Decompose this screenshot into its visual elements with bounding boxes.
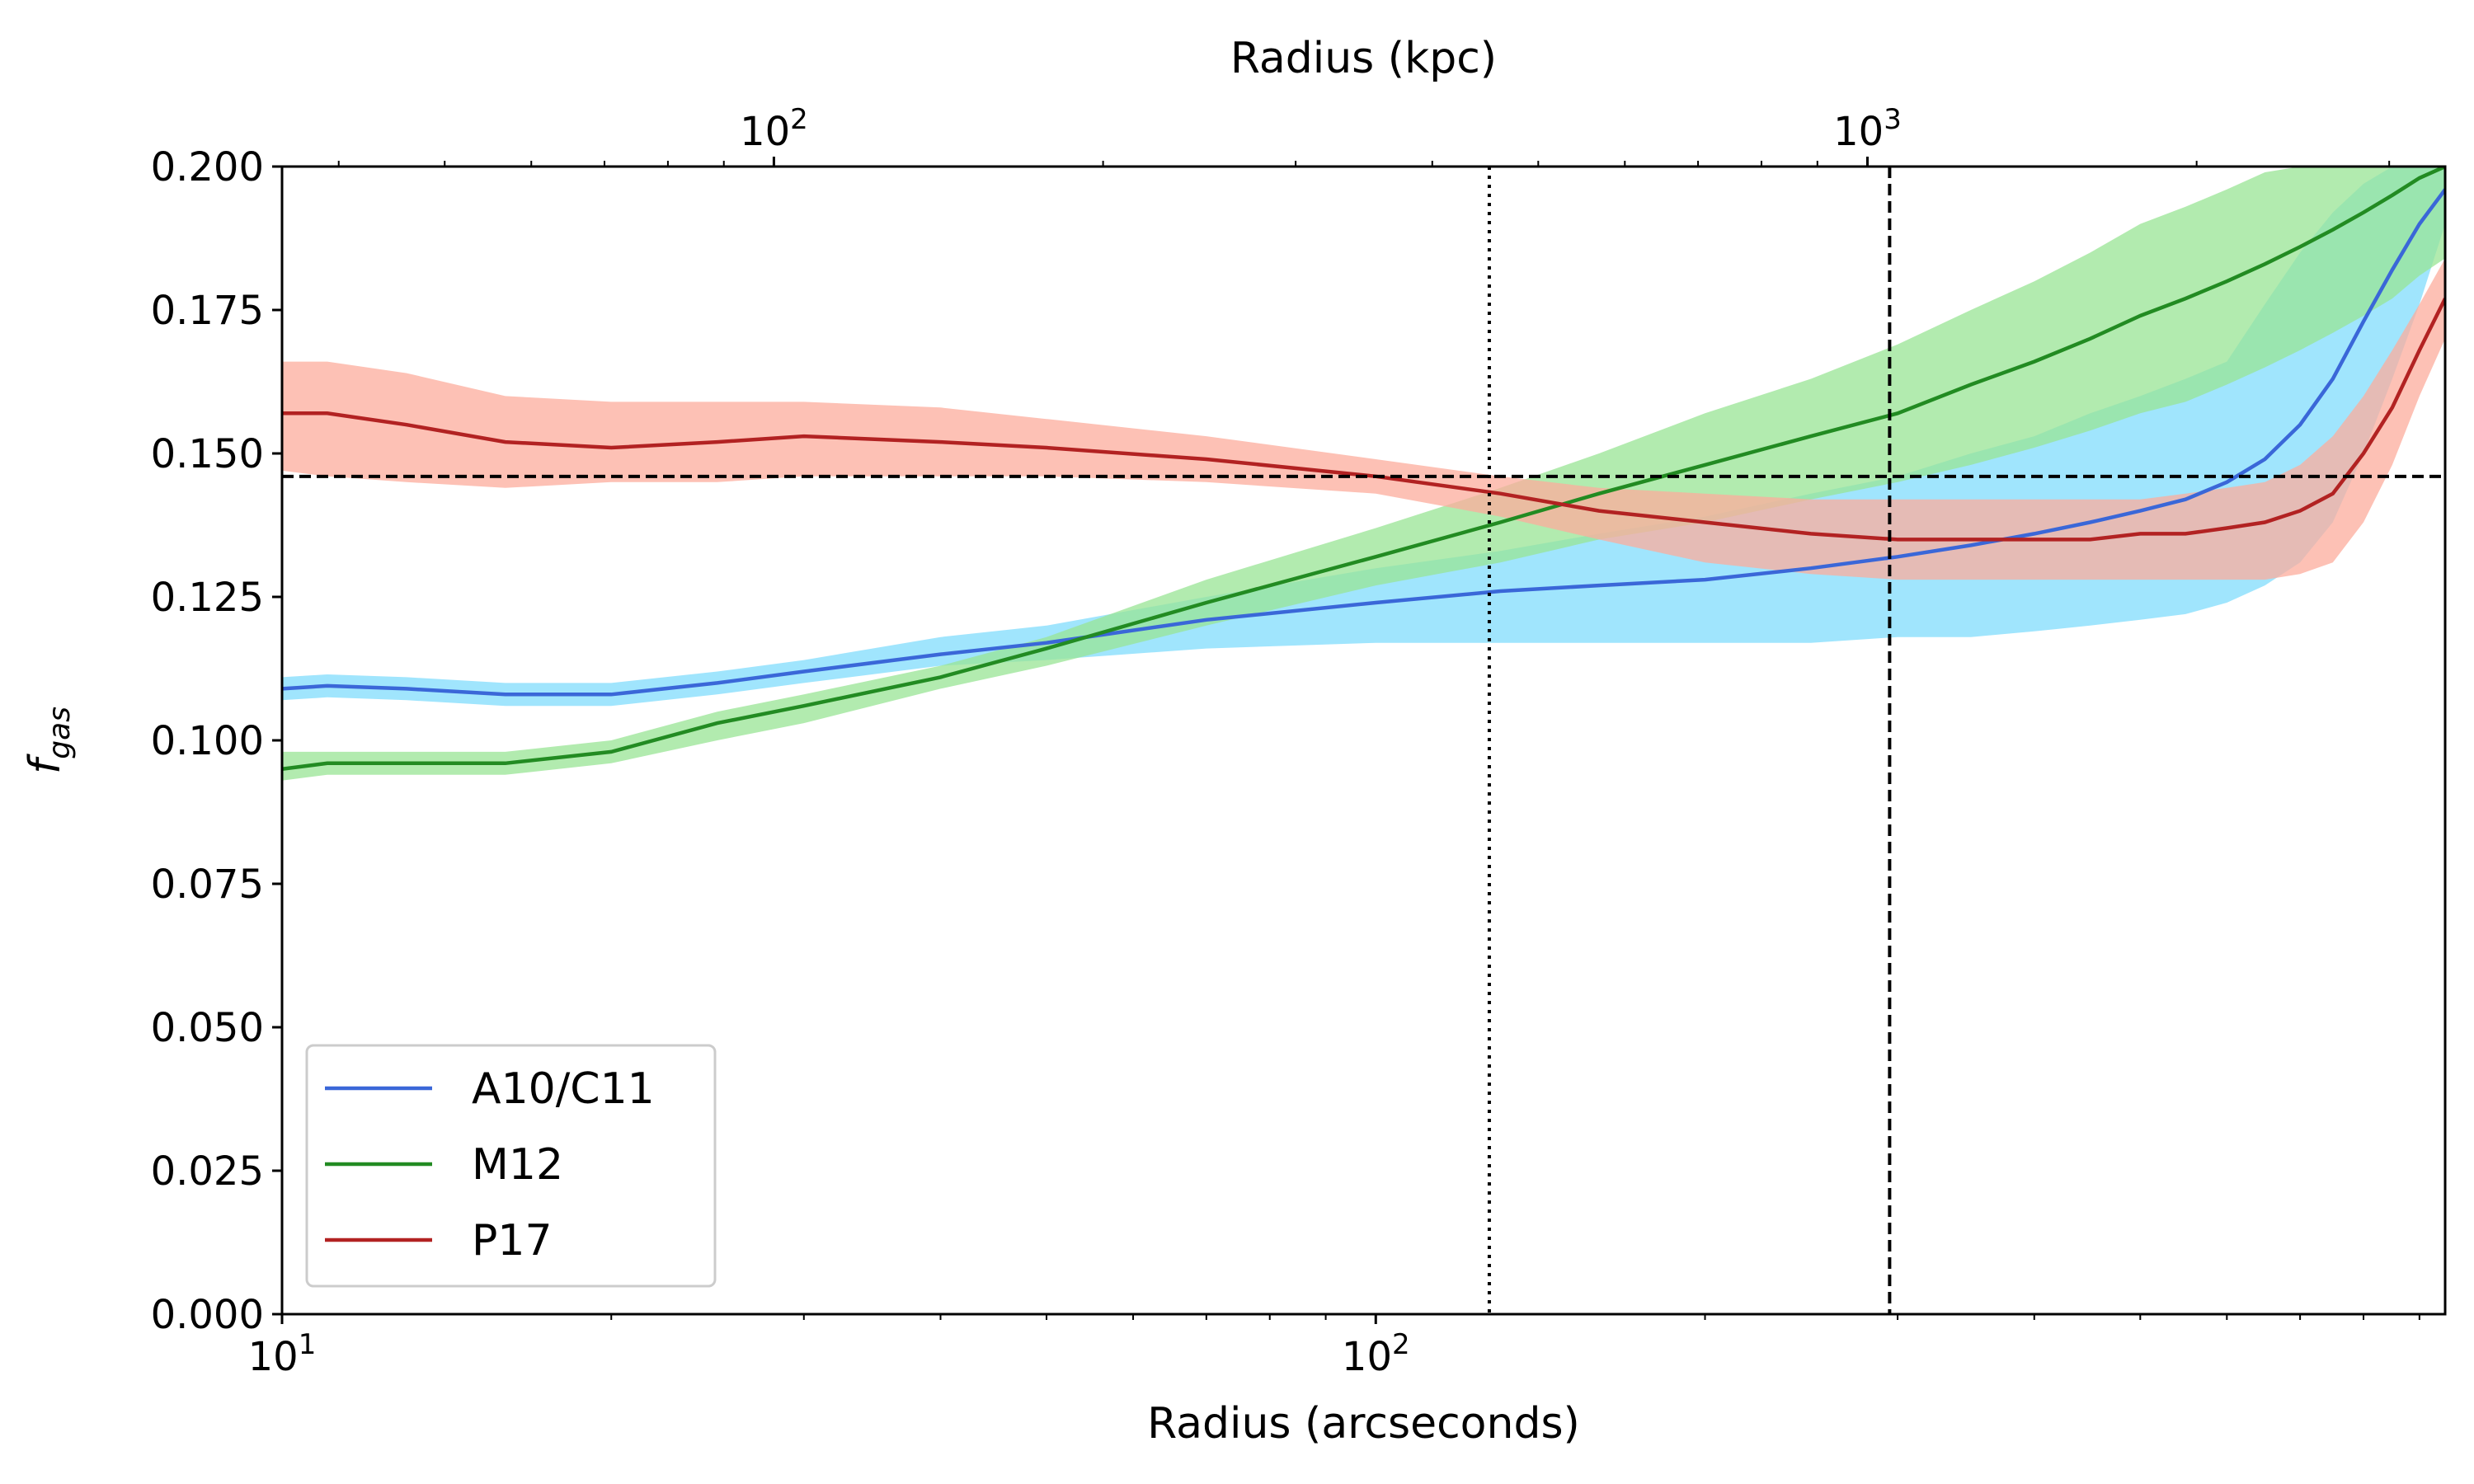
legend: A10/C11 M12 P17 — [305, 1044, 717, 1288]
band-m12 — [282, 167, 2445, 781]
reference-lines — [282, 167, 2445, 1314]
tick-exponent: 2 — [790, 103, 808, 136]
x-axis-top: 102 103 — [337, 103, 2391, 167]
band-p17 — [282, 258, 2445, 580]
y-tick-label: 0.100 — [151, 718, 264, 764]
tick-exponent: 2 — [1392, 1328, 1410, 1361]
y-tick-label: 0.000 — [151, 1292, 264, 1338]
uncertainty-bands — [282, 167, 2445, 781]
y-axis-label: fgas — [21, 707, 77, 774]
legend-label: P17 — [472, 1216, 553, 1266]
y-axis: 0.000 0.025 0.050 0.075 0.100 0.125 0.150 0.175… — [151, 144, 282, 1338]
legend-label: M12 — [472, 1140, 563, 1190]
series-lines — [282, 167, 2445, 772]
y-tick-label: 0.125 — [151, 575, 264, 621]
top-x-axis-label: Radius (kpc) — [1230, 34, 1497, 83]
y-tick-label: 0.150 — [151, 431, 264, 477]
x-tick-label: 103 — [1833, 103, 1902, 155]
tick-base: 10 — [248, 1334, 299, 1380]
x-tick-label: 101 — [248, 1328, 317, 1380]
y-tick-label: 0.075 — [151, 862, 264, 908]
tick-base: 10 — [740, 109, 790, 155]
tick-exponent: 1 — [299, 1328, 317, 1361]
y-tick-label: 0.050 — [151, 1005, 264, 1051]
x-axis-bottom: 101 102 — [248, 1314, 2420, 1380]
line-m12 — [282, 167, 2445, 772]
x-tick-label: 102 — [740, 103, 808, 155]
tick-exponent: 3 — [1884, 103, 1902, 136]
y-tick-label: 0.200 — [151, 144, 264, 190]
tick-base: 10 — [1342, 1334, 1392, 1380]
tick-base: 10 — [1833, 109, 1884, 155]
y-tick-label: 0.175 — [151, 288, 264, 334]
legend-box — [305, 1044, 717, 1288]
legend-label: A10/C11 — [472, 1064, 655, 1114]
x-axis-label: Radius (arcseconds) — [1147, 1399, 1580, 1449]
y-tick-label: 0.025 — [151, 1148, 264, 1195]
y-axis-label-sub: gas — [43, 707, 77, 759]
line-a10-c11 — [282, 188, 2445, 697]
line-p17 — [282, 298, 2445, 542]
x-tick-label: 102 — [1342, 1328, 1410, 1380]
